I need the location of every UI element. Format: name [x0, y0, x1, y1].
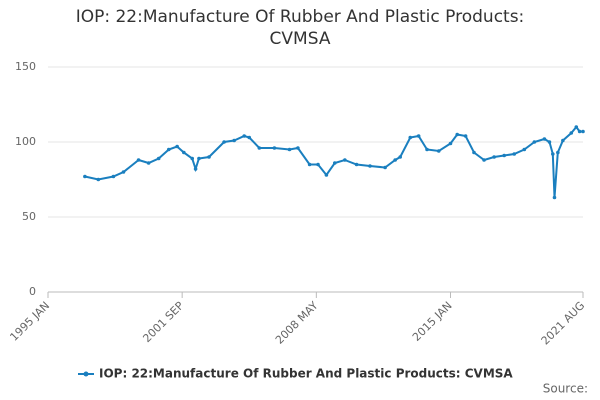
data-point	[222, 140, 226, 144]
data-point	[197, 156, 201, 161]
chart-title: IOP: 22:Manufacture Of Rubber And Plasti…	[75, 7, 525, 49]
data-point	[146, 161, 151, 165]
data-point	[532, 140, 537, 144]
data-point	[574, 125, 579, 129]
legend-marker	[83, 371, 89, 377]
data-point	[307, 162, 312, 167]
data-point	[193, 167, 198, 171]
y-tick-label: 0	[29, 285, 36, 298]
data-point	[522, 147, 527, 152]
data-point	[463, 134, 468, 138]
data-point	[551, 152, 555, 156]
data-point	[569, 131, 574, 135]
data-point	[136, 158, 141, 162]
data-point	[324, 173, 329, 177]
data-point	[398, 155, 402, 159]
data-point	[175, 144, 179, 149]
data-point	[556, 150, 560, 155]
data-point	[287, 147, 292, 152]
x-tick-label: 2015 JAN	[410, 299, 455, 344]
data-point	[455, 132, 460, 137]
x-tick-label: 2008 MAY	[273, 299, 321, 347]
data-point	[166, 147, 171, 152]
data-point	[393, 158, 397, 162]
data-point	[502, 153, 506, 158]
data-point	[472, 150, 476, 155]
data-point	[96, 177, 101, 182]
data-point	[156, 156, 161, 161]
data-point	[296, 146, 300, 150]
data-point	[542, 137, 547, 141]
data-point	[232, 138, 236, 143]
data-point	[332, 161, 337, 165]
data-point	[425, 147, 429, 152]
data-point	[408, 135, 413, 140]
data-point	[111, 174, 116, 179]
data-point	[416, 134, 421, 138]
data-point	[182, 150, 186, 155]
data-point	[383, 165, 387, 170]
data-point	[561, 138, 565, 143]
data-point	[190, 156, 195, 161]
legend-label: IOP: 22:Manufacture Of Rubber And Plasti…	[99, 367, 513, 381]
data-point	[512, 152, 517, 156]
data-point	[581, 129, 585, 134]
data-point	[547, 140, 552, 144]
data-point	[577, 129, 582, 134]
data-point	[482, 158, 486, 162]
data-point	[448, 141, 453, 146]
data-point	[121, 170, 126, 174]
source-label: Source:	[543, 382, 588, 396]
data-point	[316, 162, 320, 167]
y-tick-label: 100	[15, 135, 36, 148]
data-point	[354, 162, 359, 167]
data-point	[257, 146, 262, 150]
data-point	[492, 155, 496, 159]
x-tick-label: 1995 JAN	[7, 299, 52, 344]
data-point	[83, 174, 87, 179]
data-point	[368, 164, 372, 168]
y-tick-label: 50	[22, 210, 36, 223]
y-tick-label: 150	[15, 60, 36, 73]
data-point	[552, 195, 557, 200]
data-point	[207, 155, 211, 159]
data-point	[272, 146, 277, 150]
x-tick-label: 2001 SEP	[140, 299, 186, 345]
data-point	[247, 135, 252, 140]
x-tick-label: 2021 AUG	[539, 299, 588, 348]
data-point	[436, 149, 441, 153]
data-point	[242, 134, 247, 138]
data-point	[343, 158, 347, 162]
